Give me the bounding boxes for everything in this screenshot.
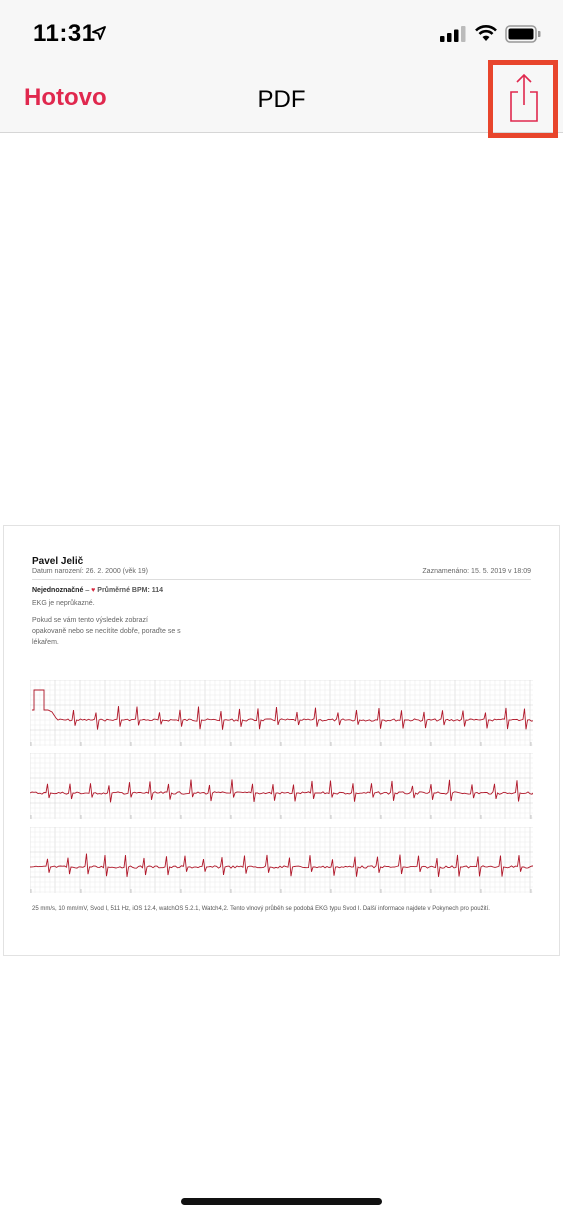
status-time: 11:31 [33, 20, 96, 47]
average-bpm: Průměrné BPM: 114 [97, 587, 164, 594]
divider [32, 579, 531, 580]
navigation-bar: Hotovo PDF [0, 60, 563, 138]
ecg-waveform [30, 853, 533, 877]
status-bar: 11:31 [0, 0, 563, 60]
result-separator: – [85, 587, 90, 594]
advice-text: Pokud se vám tento výsledek zobrazí opak… [32, 617, 181, 646]
home-indicator [181, 1198, 382, 1205]
ekg-note: EKG je neprůkazné. [32, 600, 95, 607]
done-button[interactable]: Hotovo [24, 84, 107, 111]
ecg-strip-2 [30, 753, 533, 819]
share-icon [510, 73, 538, 122]
patient-name: Pavel Jelič [32, 556, 84, 567]
date-of-birth: Datum narození: 26. 2. 2000 (věk 19) [32, 568, 148, 575]
recorded-date: Zaznamenáno: 15. 5. 2019 v 18:09 [422, 568, 531, 575]
ecg-waveform [30, 779, 533, 803]
ecg-waveform [32, 689, 533, 730]
share-button[interactable] [504, 72, 544, 124]
pdf-document: Pavel Jelič Datum narození: 26. 2. 2000 … [3, 525, 560, 956]
wifi-icon [475, 25, 497, 41]
battery-icon [505, 25, 541, 43]
cellular-signal-icon [440, 26, 466, 42]
ecg-strip-1 [30, 680, 533, 746]
location-arrow-icon [92, 26, 106, 40]
heart-icon: ♥ [91, 587, 96, 594]
ecg-strip-3 [30, 827, 533, 893]
page-title: PDF [257, 86, 306, 113]
result-line: Nejednoznačné – ♥ Průměrné BPM: 114 [32, 587, 163, 594]
footer-note: 25 mm/s, 10 mm/mV, Svod I, 511 Hz, iOS 1… [32, 906, 490, 912]
classification: Nejednoznačné [32, 587, 84, 594]
share-button-highlight [488, 60, 558, 138]
